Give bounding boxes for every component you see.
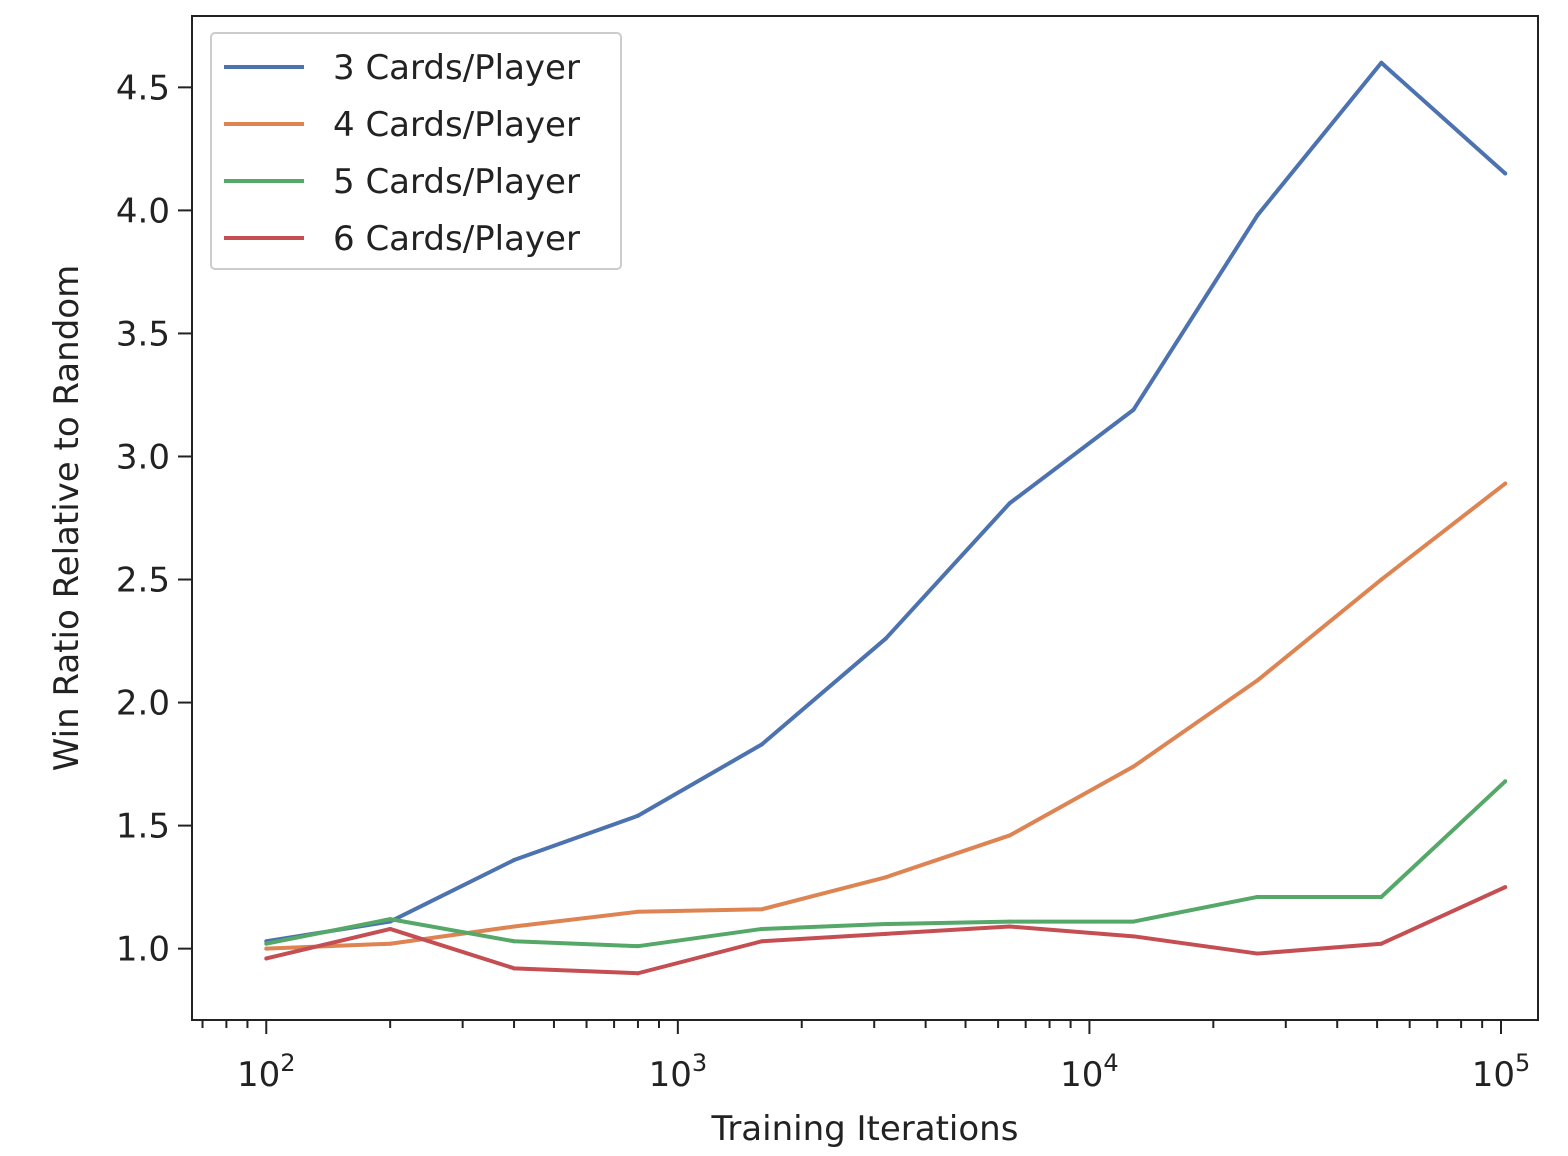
data-point-5-cards-player-6: [1007, 919, 1012, 924]
legend-label: 3 Cards/Player: [333, 48, 580, 88]
data-point-6-cards-player-6: [1007, 924, 1012, 929]
series-6-cards-player: [264, 885, 1508, 976]
x-tick-label: 103: [649, 1049, 708, 1095]
data-point-4-cards-player-10: [1503, 481, 1508, 486]
data-point-3-cards-player-4: [759, 742, 764, 747]
data-point-6-cards-player-3: [635, 971, 640, 976]
data-point-6-cards-player-7: [1131, 934, 1136, 939]
data-point-5-cards-player-10: [1503, 779, 1508, 784]
y-tick-label: 2.5: [116, 561, 170, 601]
y-tick-label: 2.0: [116, 684, 170, 724]
x-tick-label: 104: [1060, 1049, 1119, 1095]
series-5-cards-player: [264, 779, 1508, 949]
legend-item-6-cards-player: 6 Cards/Player: [224, 219, 580, 259]
legend-label: 4 Cards/Player: [333, 105, 580, 145]
data-point-3-cards-player-9: [1379, 60, 1384, 65]
legend-label: 5 Cards/Player: [333, 162, 580, 202]
y-tick-label: 3.0: [116, 437, 170, 477]
data-point-3-cards-player-2: [512, 858, 517, 863]
data-point-3-cards-player-5: [883, 636, 888, 641]
data-point-6-cards-player-5: [883, 931, 888, 936]
x-tick-label: 105: [1472, 1049, 1531, 1095]
data-point-4-cards-player-9: [1379, 577, 1384, 582]
data-point-6-cards-player-0: [264, 956, 269, 961]
y-tick-label: 3.5: [116, 314, 170, 354]
data-point-5-cards-player-2: [512, 939, 517, 944]
data-point-6-cards-player-4: [759, 939, 764, 944]
legend-item-4-cards-player: 4 Cards/Player: [224, 105, 580, 145]
x-axis: 102 103 104 105: [201, 1020, 1531, 1095]
data-point-5-cards-player-8: [1255, 894, 1260, 899]
data-point-6-cards-player-1: [388, 926, 393, 931]
data-point-5-cards-player-4: [759, 926, 764, 931]
data-point-3-cards-player-3: [635, 813, 640, 818]
y-axis-label: Win Ratio Relative to Random: [47, 265, 87, 771]
y-axis: 1.0 1.5 2.0 2.5 3.0 3.5 4.0 4.5: [116, 68, 192, 970]
y-tick-label: 4.5: [116, 68, 170, 108]
data-point-4-cards-player-3: [635, 909, 640, 914]
x-tick-label: 102: [237, 1049, 296, 1095]
data-point-5-cards-player-5: [883, 922, 888, 927]
data-point-4-cards-player-5: [883, 875, 888, 880]
data-point-4-cards-player-8: [1255, 678, 1260, 683]
data-point-4-cards-player-1: [388, 941, 393, 946]
data-point-5-cards-player-0: [264, 941, 269, 946]
y-tick-label: 1.5: [116, 807, 170, 847]
data-point-4-cards-player-2: [512, 924, 517, 929]
data-point-3-cards-player-8: [1255, 213, 1260, 218]
data-point-3-cards-player-6: [1007, 501, 1012, 506]
data-point-5-cards-player-9: [1379, 894, 1384, 899]
data-point-3-cards-player-7: [1131, 407, 1136, 412]
data-point-4-cards-player-7: [1131, 764, 1136, 769]
data-point-6-cards-player-2: [512, 966, 517, 971]
legend-box: [210, 32, 622, 270]
data-point-4-cards-player-4: [759, 907, 764, 912]
y-tick-label: 1.0: [116, 930, 170, 970]
y-tick-label: 4.0: [116, 191, 170, 231]
series-layer: [264, 60, 1508, 976]
data-point-4-cards-player-6: [1007, 833, 1012, 838]
data-point-4-cards-player-0: [264, 946, 269, 951]
data-point-5-cards-player-3: [635, 944, 640, 949]
data-point-6-cards-player-10: [1503, 885, 1508, 890]
data-point-3-cards-player-10: [1503, 171, 1508, 176]
legend-label: 6 Cards/Player: [333, 219, 580, 259]
legend-item-5-cards-player: 5 Cards/Player: [224, 162, 580, 202]
data-point-6-cards-player-8: [1255, 951, 1260, 956]
legend: 3 Cards/Player 4 Cards/Player 5 Cards/Play…: [210, 32, 622, 270]
data-point-5-cards-player-1: [388, 917, 393, 922]
data-point-6-cards-player-9: [1379, 941, 1384, 946]
data-point-5-cards-player-7: [1131, 919, 1136, 924]
legend-item-3-cards-player: 3 Cards/Player: [224, 48, 580, 88]
x-axis-label: Training Iterations: [711, 1109, 1019, 1149]
plot-frame: [191, 15, 1539, 1021]
